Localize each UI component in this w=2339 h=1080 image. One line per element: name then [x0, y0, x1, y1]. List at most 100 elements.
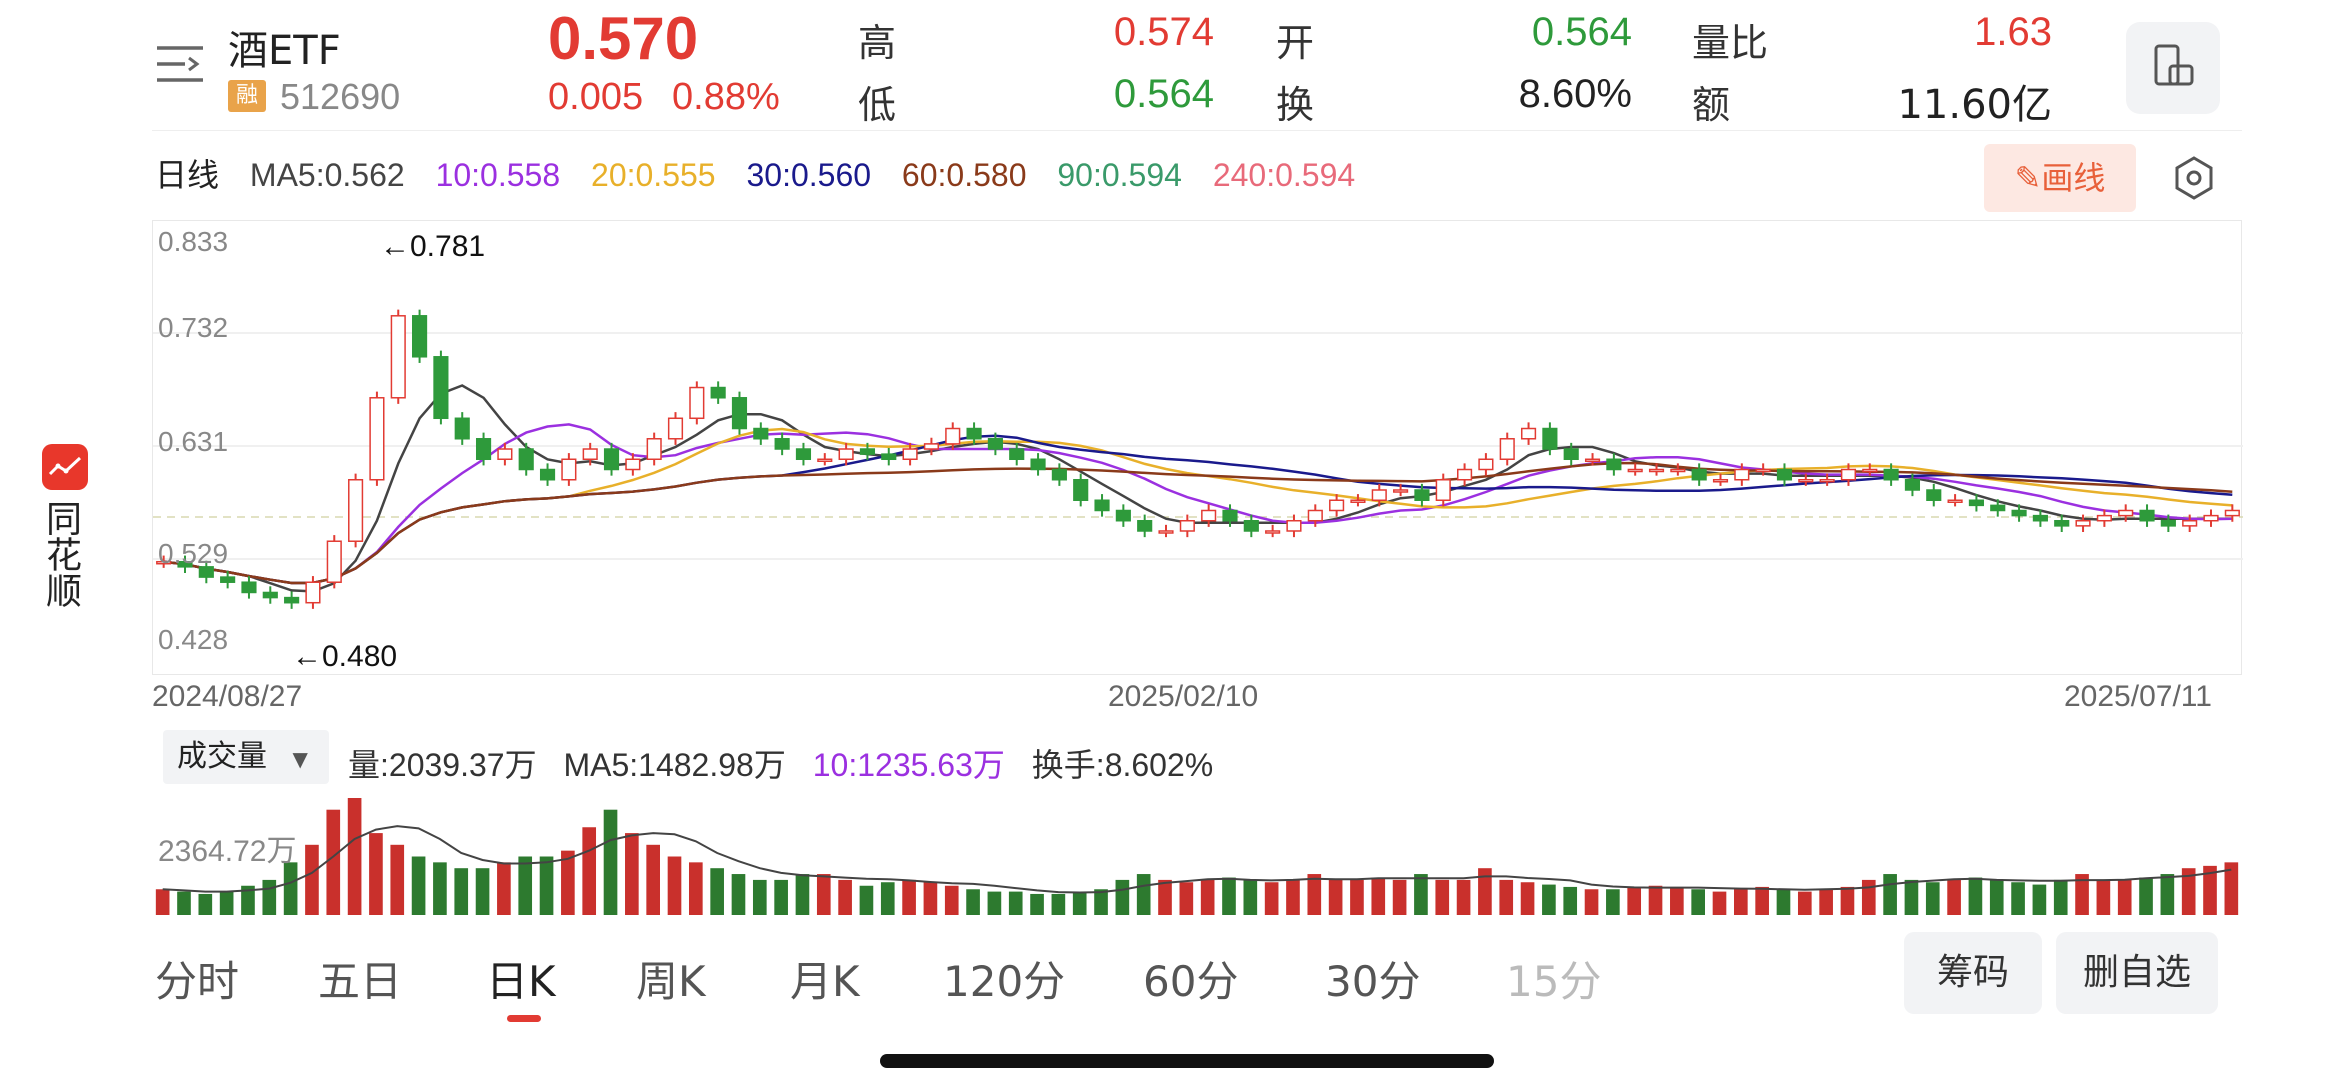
tab-120min[interactable]: 120分 [943, 957, 1066, 1006]
volume-bar [1883, 874, 1897, 915]
draw-line-button[interactable]: ✎画线 [1984, 144, 2136, 212]
kline-chart[interactable] [152, 220, 2243, 675]
candle-body [2032, 514, 2048, 522]
candle-body [177, 560, 193, 568]
y-tick-1: 0.732 [158, 312, 229, 343]
tab-30min[interactable]: 30分 [1325, 957, 1421, 1006]
max-price-label: ←0.781 [380, 230, 486, 263]
candle-body [156, 560, 172, 565]
volume-bar [710, 868, 724, 915]
ma90-value: 90:0.594 [1057, 157, 1182, 193]
candle-body [433, 356, 449, 420]
volume-bar [1925, 882, 1940, 915]
tab-monthly-k[interactable]: 月K [790, 957, 860, 1006]
volume-bar [2160, 874, 2175, 915]
y-tick-4: 0.428 [158, 624, 229, 655]
candle-body [1606, 458, 1622, 471]
tab-15min[interactable]: 15分 [1506, 957, 1602, 1006]
candle-body [1307, 509, 1323, 522]
settings-icon[interactable] [2170, 154, 2218, 202]
volume-bar [2181, 868, 2196, 915]
ma-lines [163, 384, 2233, 593]
candle-body [582, 448, 598, 461]
volume-chart[interactable] [152, 790, 2242, 915]
candle-body [1179, 519, 1195, 532]
candle-body [795, 448, 812, 461]
tab-daily-k[interactable]: 日K [486, 957, 556, 1006]
volume-bar [1307, 874, 1322, 915]
volume-bar [1008, 891, 1023, 915]
volume-bar [1222, 877, 1236, 915]
candle-body [1009, 448, 1025, 461]
menu-icon[interactable] [155, 42, 205, 86]
candle-body [774, 438, 790, 450]
turnover-label: 换 [1276, 83, 1315, 127]
volume-bar [1094, 889, 1108, 915]
candle-body [2118, 509, 2134, 517]
candle-body [1499, 438, 1515, 461]
tab-five-day[interactable]: 五日 [318, 957, 403, 1006]
candle-body [603, 448, 620, 471]
remove-watchlist-button[interactable]: 删自选 [2056, 932, 2218, 1014]
volume-ratio-value: 1.63 [1974, 10, 2052, 54]
volume-bar [2139, 877, 2153, 915]
volume-bar [283, 862, 298, 915]
ths-logo-icon[interactable] [42, 444, 88, 490]
volume-bar [1861, 879, 1876, 915]
volume-bar [539, 856, 554, 915]
current-price: 0.570 [548, 5, 699, 72]
candle-body [1201, 509, 1217, 522]
volume-bar [2053, 879, 2068, 915]
volume-bar [667, 856, 682, 915]
candle-body [262, 591, 278, 599]
tab-weekly-k[interactable]: 周K [636, 957, 706, 1006]
stock-name[interactable]: 酒ETF [228, 28, 341, 74]
tab-intraday[interactable]: 分时 [155, 957, 240, 1006]
volume-bar [390, 844, 405, 915]
y-tick-0: 0.833 [158, 226, 229, 257]
volume-bar [1328, 879, 1343, 915]
candle-body [1393, 489, 1409, 493]
ma-legend: 日线 MA5:0.562 10:0.558 20:0.555 30:0.560 … [155, 150, 1377, 196]
draw-line-label: 画线 [2041, 159, 2106, 197]
candle-body [987, 438, 1003, 450]
tab-60min[interactable]: 60分 [1143, 957, 1239, 1006]
candle-body [412, 315, 428, 358]
volume-bar [816, 874, 831, 915]
open-value: 0.564 [1531, 10, 1632, 54]
volume-indicator-select[interactable]: 成交量 ▼ [163, 730, 329, 784]
candle-body [518, 448, 534, 471]
candle-body [1158, 530, 1174, 534]
volume-indicator-label: 成交量 [177, 739, 267, 774]
volume-bar [177, 891, 191, 915]
volume-bar [1200, 879, 1215, 915]
active-tab-indicator [507, 1015, 541, 1022]
chips-button[interactable]: 筹码 [1904, 932, 2042, 1014]
high-value: 0.574 [1113, 10, 1214, 54]
candle-body [2054, 519, 2070, 527]
volume-bar [305, 844, 319, 915]
candle-body [625, 458, 641, 471]
candle-body [1286, 519, 1302, 532]
turnover-value: 8.60% [1518, 72, 1632, 116]
volume-bar [1840, 886, 1855, 915]
candle-body [241, 581, 257, 594]
volume-bar [1072, 891, 1087, 915]
candle-body [1755, 468, 1771, 473]
ma240-value: 240:0.594 [1212, 157, 1356, 193]
amount-value[interactable]: 11.60亿 [1897, 82, 2052, 128]
volume-ma5-line [162, 825, 2232, 894]
volume-bar [518, 856, 533, 915]
ma60-value: 60:0.580 [901, 157, 1027, 193]
volume-bar [1051, 893, 1066, 915]
volume-bar [347, 798, 362, 915]
device-toggle-button[interactable] [2126, 22, 2220, 114]
brand-name[interactable]: 同花顺 [40, 500, 81, 608]
candle-body [561, 458, 577, 481]
candle-body [1584, 458, 1601, 463]
ma20-value: 20:0.555 [591, 157, 716, 193]
volume-bar [262, 879, 277, 915]
candle-body [1350, 499, 1366, 503]
candle-body [667, 417, 684, 440]
candle-body [1371, 489, 1387, 501]
